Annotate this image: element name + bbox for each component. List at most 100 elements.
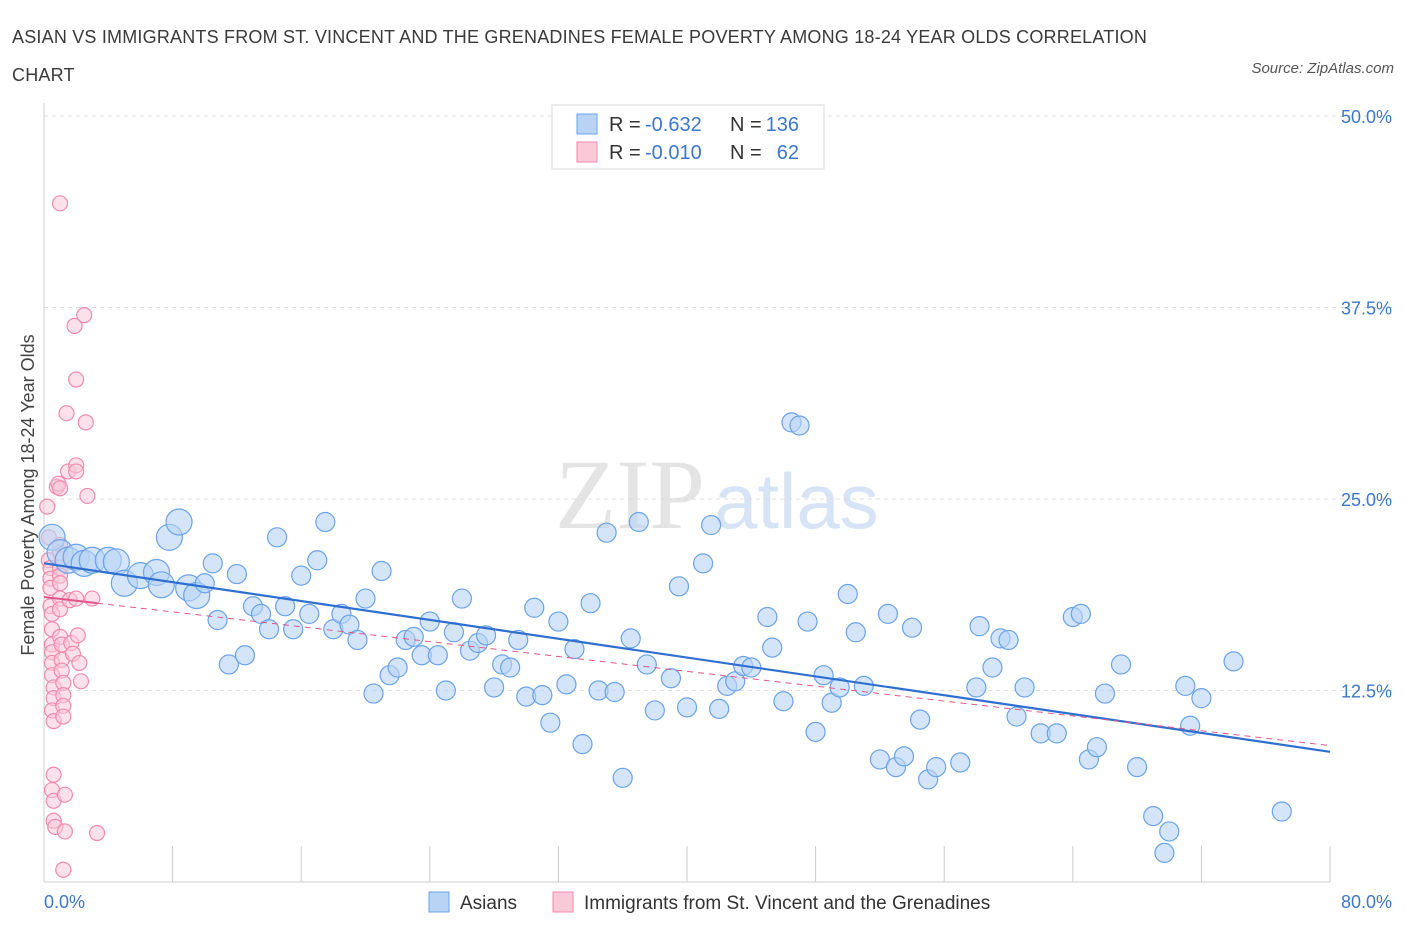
asian-point <box>1126 756 1148 778</box>
svg-point <box>39 498 56 515</box>
asian-point <box>218 654 239 675</box>
svg-trend-line <box>43 596 98 605</box>
asian-point <box>982 657 1003 678</box>
asian-point <box>1110 654 1132 675</box>
asian-point <box>572 734 593 755</box>
asian-point <box>1143 806 1164 827</box>
asian-point <box>500 657 521 678</box>
asian-point <box>668 576 690 597</box>
asian-point <box>762 637 783 658</box>
asian-point <box>1175 675 1196 697</box>
legend-n-value-svg: 62 <box>777 142 799 164</box>
asian-point <box>644 700 665 721</box>
asian-point <box>451 588 473 609</box>
series-legend-swatch-asian <box>428 891 450 913</box>
svg-point <box>55 708 72 725</box>
y-tick-label: 12.5% <box>1341 682 1392 702</box>
asian-point <box>813 665 834 686</box>
asian-point <box>845 622 866 643</box>
asian-point <box>837 583 858 605</box>
asian-point <box>757 606 778 628</box>
asian-point <box>315 511 336 533</box>
asian-point <box>443 622 465 643</box>
asian-point <box>299 603 320 625</box>
asian-point <box>508 629 529 651</box>
asian-point <box>564 639 585 660</box>
asian-point <box>620 628 641 649</box>
series-legend: Asians Immigrants from St. Vincent and t… <box>428 891 990 914</box>
asian-point <box>548 611 569 632</box>
trend-lines <box>43 562 1331 753</box>
asian-point <box>435 680 456 701</box>
asian-point <box>877 603 899 625</box>
series-legend-label-svg: Immigrants from St. Vincent and the Gren… <box>584 893 990 914</box>
asian-point <box>275 596 296 617</box>
svg-point <box>68 371 85 388</box>
asian-point <box>1094 683 1116 704</box>
asian-point <box>165 508 193 536</box>
asian-point <box>1271 801 1292 822</box>
asian-point <box>291 565 312 586</box>
asian-point <box>1046 723 1067 744</box>
asian-point <box>532 684 553 706</box>
asian-point <box>283 619 304 640</box>
asian-point <box>1154 842 1175 863</box>
svg-point <box>58 405 75 422</box>
asian-point <box>950 752 971 773</box>
svg-point <box>68 590 85 607</box>
asian-point <box>371 560 392 582</box>
legend-r-value-svg: -0.010 <box>645 142 702 164</box>
asian-point <box>1006 706 1027 727</box>
legend-n-label-svg: N = <box>730 142 762 164</box>
asian-point <box>427 645 448 666</box>
y-tick-label: 50.0% <box>1341 107 1392 127</box>
y-tick-label: 25.0% <box>1341 490 1392 510</box>
asian-point <box>1014 677 1035 698</box>
asian-point <box>998 629 1019 651</box>
asian-point <box>966 677 987 698</box>
svg-point <box>79 487 96 505</box>
svg-point <box>68 463 85 480</box>
asian-point <box>403 626 424 647</box>
source-label: Source: ZipAtlas.com <box>1251 60 1394 77</box>
asian-point <box>524 597 545 618</box>
correlation-legend: R = -0.632 N = 136 R = -0.010 N = 62 <box>551 104 825 170</box>
asian-point <box>1159 821 1180 842</box>
svg-point <box>76 307 93 324</box>
asian-point <box>701 514 722 536</box>
asian-point <box>797 611 818 632</box>
svg-point <box>51 195 69 212</box>
series-legend-swatch-svg <box>552 891 574 913</box>
asian-point <box>969 616 990 637</box>
asian-point <box>676 697 698 718</box>
asian-point <box>1223 651 1244 672</box>
asian-point <box>194 573 215 594</box>
asian-point <box>612 767 633 788</box>
x-tick-label-min: 0.0% <box>44 892 85 912</box>
svg-point <box>88 824 106 842</box>
asian-point <box>475 625 497 646</box>
asian-point <box>789 415 810 436</box>
svg-point <box>69 627 86 644</box>
series-legend-label-asian: Asians <box>460 893 517 914</box>
asian-point <box>909 709 931 730</box>
asian-point <box>604 681 625 703</box>
asian-point <box>596 522 617 543</box>
asian-point <box>1070 603 1091 625</box>
legend-r-label-svg: R = <box>609 142 641 164</box>
legend-r-label-asian: R = <box>609 114 641 136</box>
grid <box>44 115 1392 691</box>
svg-point <box>55 861 72 878</box>
legend-n-value-asian: 136 <box>766 114 799 136</box>
watermark-zip: ZIP <box>555 439 705 550</box>
y-tick-labels: 12.5% 25.0% 37.5% 50.0% <box>1341 107 1392 702</box>
asian-point <box>636 654 657 675</box>
asian-point <box>773 691 794 712</box>
watermark-atlas: atlas <box>714 457 879 545</box>
legend-swatch-asian <box>576 113 598 135</box>
asian-point <box>266 527 288 548</box>
asian-point <box>901 617 923 638</box>
asian-point <box>853 675 874 697</box>
asian-point <box>893 746 915 767</box>
